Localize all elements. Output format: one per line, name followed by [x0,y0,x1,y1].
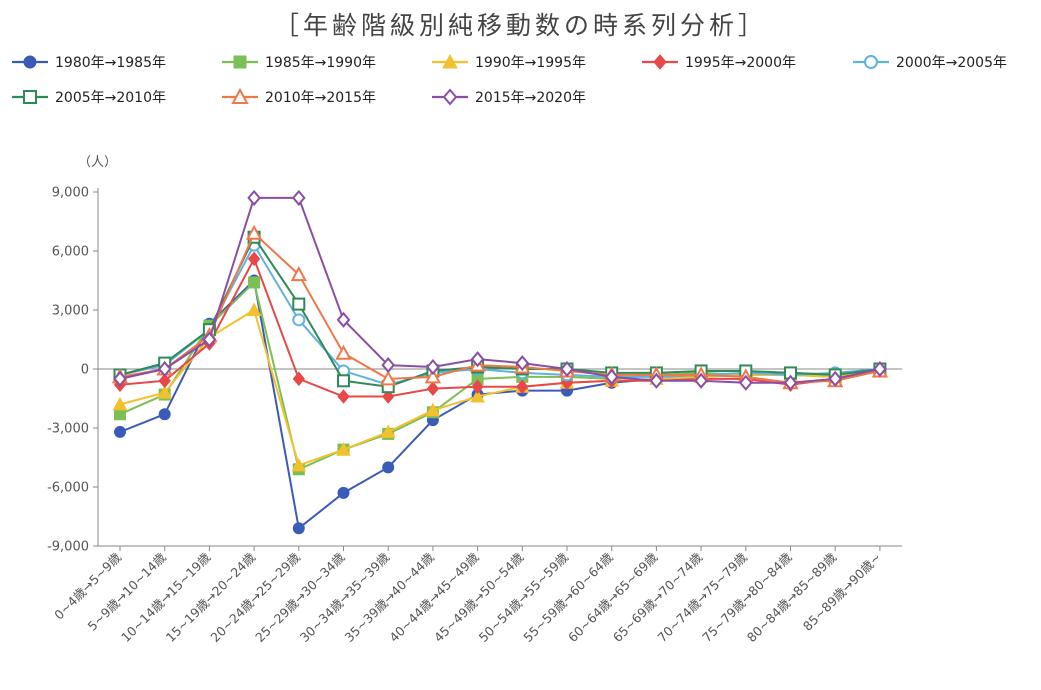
data-point [23,90,37,104]
legend-item: 2000年→2005年 [853,55,1007,71]
data-point [515,355,530,372]
data-point [426,381,440,396]
x-tick-labels: 0~4歳→5~9歳5~9歳→10~14歳10~14歳→15~19歳15~19歳→… [51,549,884,645]
data-point [783,374,798,391]
data-point [158,408,171,421]
series-line [119,279,880,530]
legend: 1980年→1985年 1985年→1990年 1990年→1995年 1995年→2… [12,53,1007,106]
data-point [292,313,306,327]
data-point [114,425,126,438]
data-point [516,379,529,394]
x-tick-label: 5~9歳→10~14歳 [85,549,170,634]
data-point [335,344,352,360]
data-point [442,88,458,106]
data-point [233,55,247,69]
data-point [426,358,440,376]
data-point [382,461,395,474]
series-1 [114,274,886,535]
y-axis-label: （人） [78,155,117,170]
legend-label: 1990年→1995年 [475,55,586,71]
data-point [828,370,843,387]
legend-label: 2005年→2010年 [55,90,166,106]
y-tick-label: 3,000 [52,304,89,319]
data-point [864,55,878,69]
data-point [381,357,396,374]
y-tick-label: 6,000 [52,245,89,260]
data-point [112,396,128,411]
legend-label: 2000年→2005年 [896,55,1007,71]
series-8 [113,189,887,391]
data-point [424,368,442,384]
x-tick-label: 85~89歳→90歳~ [800,550,884,634]
data-point [694,372,708,389]
data-point [292,522,305,535]
data-point [653,54,667,70]
data-point [471,379,484,394]
data-point [291,189,306,206]
data-point [873,360,887,378]
data-point [336,311,351,328]
data-point [290,266,307,282]
series-line [119,244,880,386]
legend-label: 1980年→1985年 [55,55,166,71]
data-point [337,389,350,404]
data-point [291,457,307,472]
series-line [119,232,881,384]
legend-item: 1980年→1985年 [12,55,166,71]
data-point [442,53,458,69]
legend-label: 2015年→2020年 [475,90,586,106]
series-6 [113,230,887,394]
data-point [247,251,261,267]
legend-label: 1995年→2000年 [685,55,796,71]
y-tick-label: 0 [81,363,89,378]
legend-item: 2005年→2010年 [12,90,166,106]
legend-item: 1990年→1995年 [432,53,586,71]
data-point [470,388,485,403]
data-point [470,351,485,368]
data-point [382,389,395,404]
y-tick-label: -9,000 [47,540,89,555]
data-point [157,360,172,378]
data-point [649,372,664,389]
legend-item: 1995年→2000年 [642,54,796,71]
data-point [247,189,261,206]
data-point [380,370,397,386]
legend-item: 1985年→1990年 [222,55,376,71]
data-point [337,374,350,388]
data-point [246,302,262,316]
chart-title: ［年齢階級別純移動数の時系列分析］ [273,11,767,40]
data-point [380,424,396,438]
legend-item: 2010年→2015年 [222,87,376,106]
series-line [119,196,881,384]
data-point [337,486,350,499]
data-point [292,297,306,311]
series-line [119,309,881,467]
series-line [119,257,881,398]
data-point [158,373,171,389]
y-tick-label: 9,000 [52,186,89,201]
data-point [202,331,217,348]
legend-item: 2015年→2020年 [432,88,586,106]
data-point [560,360,574,378]
data-point [157,385,173,399]
data-point [113,370,127,387]
data-point [23,55,37,69]
data-point [245,224,263,240]
data-point [425,402,441,417]
data-point [604,368,619,385]
data-point [336,442,351,456]
y-tick-label: -3,000 [47,422,89,437]
series-group [111,189,889,535]
data-point [248,276,261,289]
legend-label: 2010年→2015年 [265,90,376,106]
data-point [231,87,249,104]
legend-label: 1985年→1990年 [265,55,376,71]
data-point [292,371,305,387]
data-point [738,374,753,391]
y-tick-label: -6,000 [47,481,89,496]
